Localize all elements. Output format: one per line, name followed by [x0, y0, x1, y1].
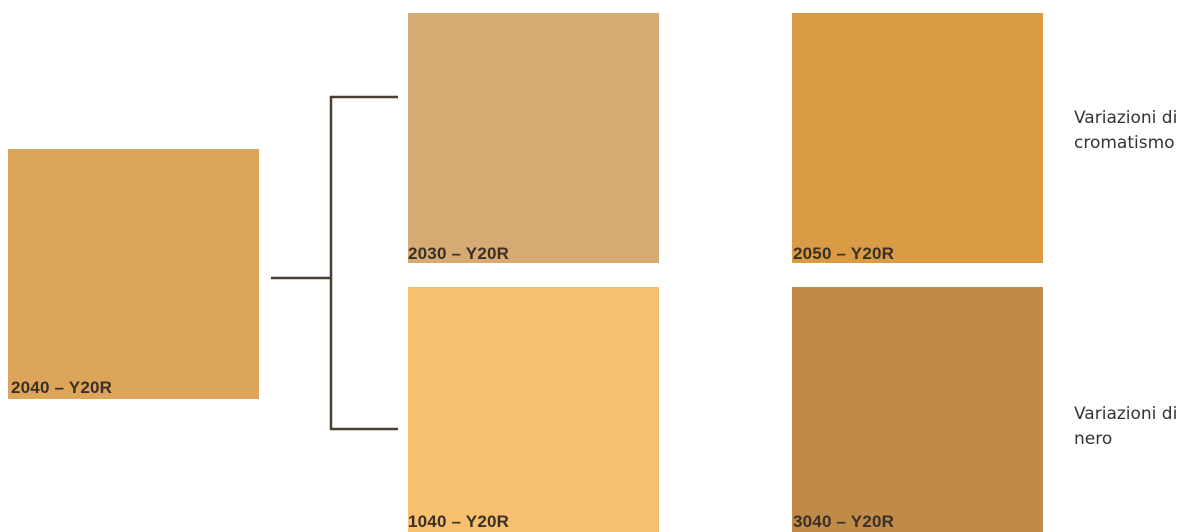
swatch-label-base: 2040 – Y20R	[11, 378, 113, 397]
swatch-label-chroma-low: 2030 – Y20R	[408, 244, 510, 263]
swatch-label-black-high: 3040 – Y20R	[793, 512, 895, 531]
swatch-chroma-2030-y20r	[408, 13, 659, 263]
swatch-label-black-low: 1040 – Y20R	[408, 512, 510, 531]
swatch-base-2040-y20r	[8, 149, 259, 399]
swatch-chroma-2050-y20r	[792, 13, 1043, 263]
note-black-line2: nero	[1074, 429, 1113, 449]
swatch-label-chroma-high: 2050 – Y20R	[793, 244, 895, 263]
note-chroma-line1: Variazioni di	[1074, 108, 1178, 128]
note-chroma-variations: Variazioni di cromatismo	[1074, 106, 1177, 156]
note-black-line1: Variazioni di	[1074, 404, 1178, 424]
note-black-variations: Variazioni di nero	[1074, 402, 1177, 452]
note-chroma-line2: cromatismo	[1074, 133, 1175, 153]
swatch-black-1040-y20r	[408, 287, 659, 532]
swatch-black-3040-y20r	[792, 287, 1043, 532]
